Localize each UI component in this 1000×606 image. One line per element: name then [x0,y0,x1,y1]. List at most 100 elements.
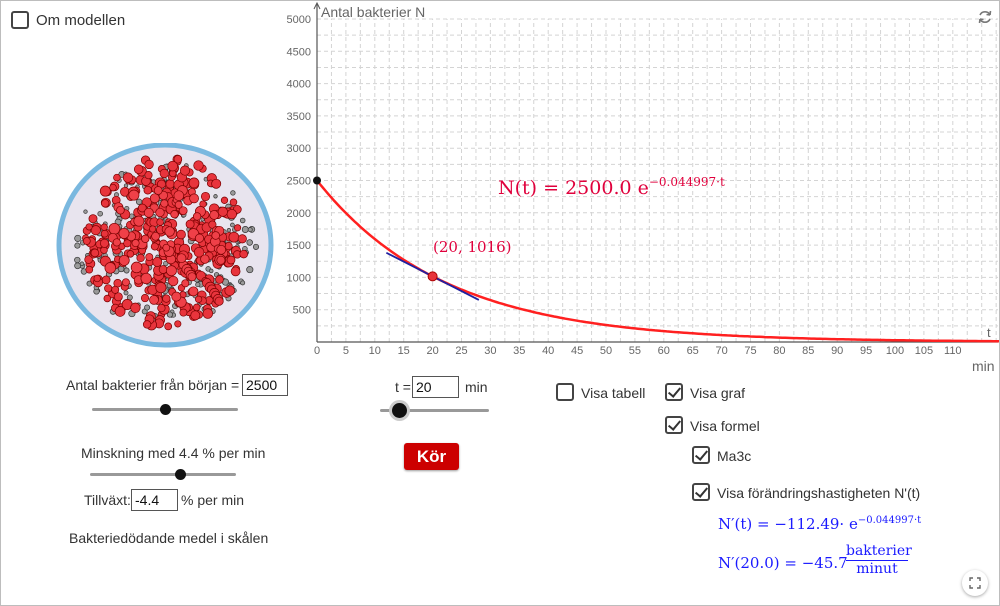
bacterium [83,209,88,214]
y-tick-label: 4000 [287,79,311,91]
fullscreen-icon [969,577,981,589]
bacterium [123,239,132,248]
formula-main: N(t) = 2500.0 e−0.044997·t [498,175,725,199]
bacterium [230,222,235,228]
bacterium [215,275,224,284]
bacterium [228,231,240,243]
graph-area[interactable]: 0 5 10 15 20 25 30 35 40 45 50 55 60 65 70 75 80 85 90 95 10… [280,0,1000,380]
bacterium [193,246,205,258]
bacterium [179,165,191,176]
start-count-slider-knob[interactable] [159,404,171,415]
bacterium [252,243,260,250]
bacterium [163,260,169,267]
t-slider-knob[interactable] [392,403,408,418]
x-tick-label: 70 [715,345,727,357]
x-tick-label: 75 [744,345,756,357]
bacterium [226,228,232,233]
ma3c-checkbox[interactable] [692,446,710,464]
bacterium [126,250,135,258]
bacterium [217,206,228,217]
bacterium [79,261,85,267]
run-button[interactable]: Kör [404,443,459,470]
bacterium [167,160,178,172]
bacterium [194,233,205,243]
bacterium [174,320,182,328]
x-tick-label: 5 [343,345,349,357]
bacterium [158,265,168,274]
decrease-label: Minskning med 4.4 % per min [81,445,266,461]
about-checkbox[interactable] [11,11,29,29]
derivative-formula: N′(t) = −112.49· e−0.044997·t [718,515,922,533]
t-point[interactable] [427,271,438,282]
x-tick-label: 110 [944,345,962,357]
bacterium [194,295,203,303]
bacterium [208,220,217,229]
decrease-slider-track[interactable] [90,473,236,476]
bacterium [192,303,201,312]
bacterium [162,243,171,252]
tick-labels: 0 5 10 15 20 25 30 35 40 45 50 55 60 65 70 75 80 85 90 95 10… [287,14,962,357]
decrease-slider-knob[interactable] [175,469,187,480]
show-rate-checkbox[interactable] [692,483,710,501]
bacteria-cluster [74,154,260,331]
show-formula-checkbox[interactable] [665,416,683,434]
rate-unit-numerator: bakterier [846,543,912,561]
y-tick-label: 4500 [287,46,311,58]
bacterium [137,203,147,213]
bacterium [190,310,201,321]
bacterium [123,290,129,296]
bacterium [104,284,113,293]
bacterium [141,234,150,243]
grid-lines [317,18,998,342]
y-tick-label: 3000 [287,143,311,155]
show-table-checkbox[interactable] [556,383,574,401]
bacterium [173,190,185,201]
start-point[interactable] [313,176,321,185]
bacterium [93,274,101,283]
start-count-input[interactable]: 2500 [242,374,288,396]
bacterium [84,255,93,264]
bacterium [155,282,167,294]
bacterium [174,200,183,209]
t-slider-track[interactable] [380,409,489,412]
bacterium [144,159,154,170]
bacterium [149,193,160,204]
bacterium [200,254,210,264]
bacterium [123,267,130,274]
y-tick-label: 5000 [287,14,311,26]
fullscreen-button[interactable] [962,570,988,596]
decay-curve [316,179,999,343]
t-input[interactable]: 20 [412,376,459,398]
show-graph-checkbox[interactable] [665,383,683,401]
x-tick-label: 35 [513,345,525,357]
bacterium [224,242,233,251]
bacterium [195,282,201,288]
bacterium [216,255,226,265]
bacterium [74,256,81,264]
bacterium [246,266,254,274]
bacterium [104,262,117,274]
show-formula-label: Visa formel [690,418,760,434]
x-tick-label: 20 [426,345,438,357]
growth-input[interactable]: -4.4 [131,489,178,511]
bacterium [99,238,110,248]
bacterium [130,302,141,313]
bacterium [114,306,126,317]
bacterium [136,253,145,263]
bacterium [100,223,108,231]
refresh-icon[interactable] [978,10,992,24]
bacterium [133,215,145,227]
bacterium [168,275,179,287]
bacterium [188,286,199,297]
t-unit: min [465,379,488,395]
x-tick-label: 65 [687,345,699,357]
bacterium [159,168,169,179]
bacterium [202,308,214,319]
bacterium [247,227,253,233]
bacterium [144,304,151,311]
bacterium [166,311,173,318]
bacterium [135,198,143,205]
bacterium [189,193,199,204]
bacterium [224,285,235,296]
derivative-value: N′(20.0) = −45.7 [718,554,848,572]
